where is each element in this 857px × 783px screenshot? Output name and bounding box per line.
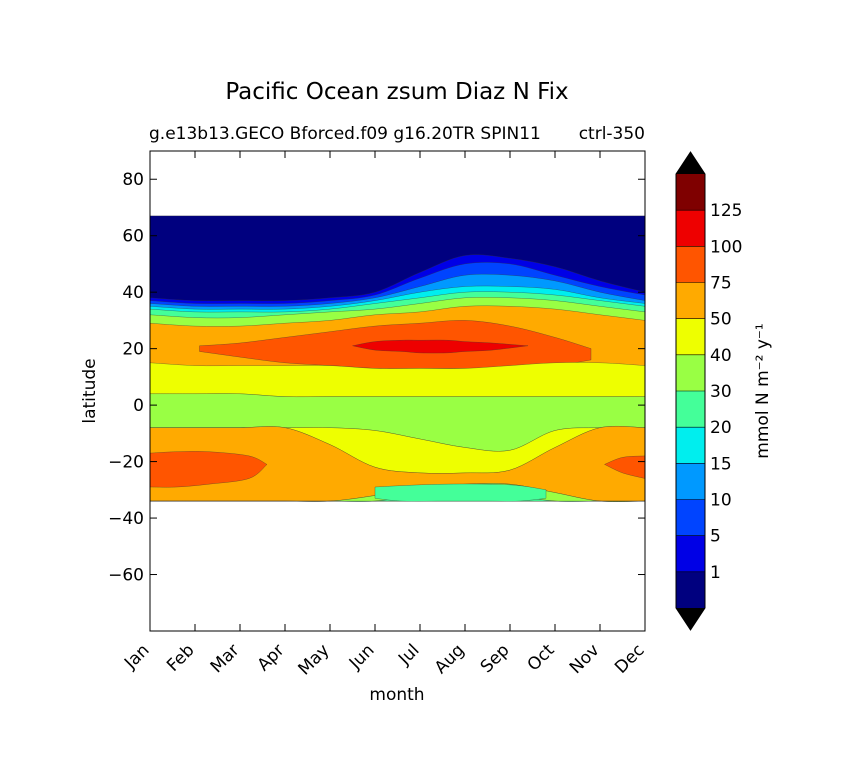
colorbar-segment	[676, 463, 705, 500]
colorbar-extend-min	[676, 608, 705, 630]
x-tick-label-aug: Aug	[431, 640, 469, 678]
colorbar-segment	[676, 282, 705, 319]
x-tick-label-jul: Jul	[394, 640, 423, 669]
colorbar-segment	[676, 174, 705, 211]
x-axis-label: month	[369, 685, 424, 705]
x-tick-label-nov: Nov	[566, 640, 604, 678]
chart-subtitle-left: g.e13b13.GECO Bforced.f09 g16.20TR SPIN1…	[149, 124, 541, 144]
colorbar-tick-label: 15	[710, 454, 732, 474]
colorbar-tick-label: 40	[710, 346, 732, 366]
chart-title: Pacific Ocean zsum Diaz N Fix	[225, 79, 568, 105]
plot-frame	[149, 150, 646, 632]
colorbar-tick-label: 30	[710, 382, 732, 402]
y-tick-label: 20	[122, 340, 144, 360]
colorbar-segment	[676, 318, 705, 355]
colorbar-tick-label: 50	[710, 310, 732, 330]
colorbar-tick-label: 5	[710, 527, 721, 547]
colorbar-segment	[676, 535, 705, 572]
colorbar-tick-label: 20	[710, 418, 732, 438]
y-tick-label: −40	[108, 509, 144, 529]
colorbar-tick-label: 75	[710, 274, 732, 294]
colorbar-segment	[676, 427, 705, 464]
x-tick-label-sep: Sep	[477, 640, 514, 677]
contour-field	[150, 215, 645, 502]
colorbar-outline	[675, 151, 706, 631]
y-tick-label: −20	[108, 453, 144, 473]
x-tick-label-may: May	[295, 640, 334, 679]
y-axis-label: latitude	[80, 358, 100, 423]
contour-band-10-peak	[352, 339, 529, 354]
x-tick-label-jan: Jan	[120, 640, 153, 673]
y-tick-label: −60	[108, 566, 144, 586]
colorbar-segment	[676, 571, 705, 608]
y-tick-label: 0	[133, 396, 144, 416]
contour-band-9-south-east	[603, 455, 645, 479]
y-tick-label: 40	[122, 283, 144, 303]
colorbar-segment	[676, 246, 705, 283]
x-tick-label-feb: Feb	[163, 640, 198, 675]
x-tick-label-oct: Oct	[524, 640, 559, 675]
colorbar-label: mmol N m⁻² y⁻¹	[753, 323, 773, 458]
colorbar-tick-label: 125	[710, 201, 742, 221]
colorbar-segment	[676, 210, 705, 247]
colorbar-tick-label: 10	[710, 491, 732, 511]
y-axis: 80 60 40 20 0 −20 −40 −60	[108, 170, 645, 586]
x-tick-label-mar: Mar	[207, 640, 244, 677]
chart-subtitle-right: ctrl-350	[579, 124, 645, 144]
colorbar-tick-label: 1	[710, 563, 721, 583]
y-tick-label: 80	[122, 170, 144, 190]
x-tick-label-apr: Apr	[254, 640, 289, 675]
colorbar-segment	[676, 354, 705, 391]
colorbar-tick-label: 100	[710, 237, 742, 257]
y-tick-label: 60	[122, 227, 144, 247]
colorbar-segment	[676, 499, 705, 536]
x-tick-label-dec: Dec	[611, 640, 648, 677]
colorbar-segment	[676, 391, 705, 428]
colorbar-extend-max	[676, 152, 705, 174]
x-tick-label-jun: Jun	[345, 640, 379, 674]
contour-band-5-south-lobe	[374, 483, 547, 502]
contour-band-9-south-west	[150, 451, 268, 488]
